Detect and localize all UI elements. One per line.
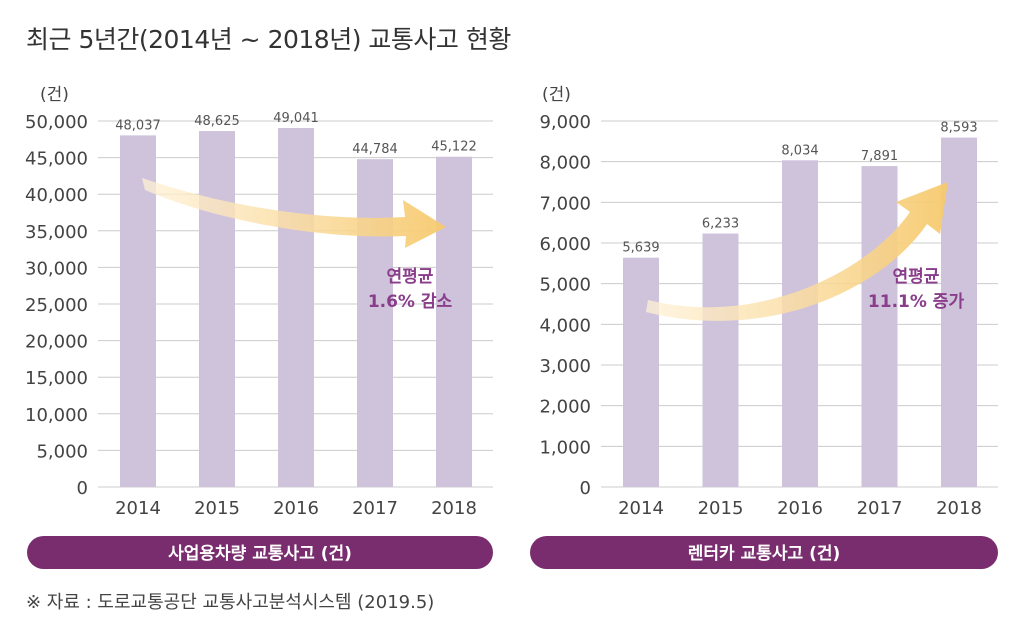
bar [278, 128, 314, 487]
y-tick-label: 45,000 [25, 149, 88, 170]
y-tick-label: 10,000 [25, 405, 88, 426]
y-tick-label: 6,000 [539, 234, 591, 255]
y-tick-label: 4,000 [539, 315, 591, 336]
x-tick-label: 2017 [857, 498, 903, 519]
y-tick-label: 3,000 [539, 356, 591, 377]
y-tick-label: 0 [77, 478, 88, 499]
chart-banner-label: 렌터카 교통사고 (건) [688, 544, 841, 564]
data-label: 7,891 [861, 149, 898, 164]
chart-rental-car-accidents: (건) 0 1,000 2,000 3,000 4,000 5,000 6,000 7,000 8… [530, 85, 998, 569]
bar [861, 166, 898, 487]
y-tick-label: 30,000 [25, 258, 88, 279]
x-tick-label: 2018 [431, 498, 477, 519]
y-tick-label: 9,000 [539, 112, 591, 133]
data-label: 48,625 [194, 114, 240, 129]
bar [120, 135, 156, 488]
bar [357, 159, 393, 487]
data-label: 48,037 [115, 118, 161, 133]
y-tick-label: 7,000 [539, 193, 591, 214]
y-tick-label: 2,000 [539, 397, 591, 418]
bar [436, 156, 472, 487]
y-tick-label: 8,000 [539, 153, 591, 174]
bar [782, 160, 818, 487]
data-label: 6,233 [702, 217, 739, 232]
source-note: ※ 자료 : 도로교통공단 교통사고분석시스템 (2019.5) [26, 592, 435, 613]
chart-banner [530, 536, 998, 569]
y-tick-label: 20,000 [25, 332, 88, 353]
y-tick-label: 40,000 [25, 185, 88, 206]
y-tick-label: 25,000 [25, 295, 88, 316]
x-tick-label: 2016 [777, 498, 823, 519]
bar [199, 131, 235, 487]
data-label: 5,639 [622, 241, 659, 256]
chart-banner [27, 536, 493, 569]
data-label: 8,034 [781, 143, 818, 158]
page-title: 최근 5년간(2014년 ~ 2018년) 교통사고 현황 [26, 25, 511, 54]
y-tick-label: 5,000 [36, 441, 88, 462]
y-tick-label: 35,000 [25, 222, 88, 243]
trend-arrow [142, 178, 446, 248]
trend-annotation: 1.6% 감소 [368, 292, 453, 312]
data-label: 45,122 [431, 140, 477, 155]
y-tick-label: 15,000 [25, 368, 88, 389]
x-tick-label: 2015 [698, 498, 744, 519]
bar [623, 257, 659, 487]
chart-commercial-vehicle-accidents: (건) 0 5,000 10,000 15,000 20,000 25,000 30,000 3… [25, 85, 493, 569]
bar [702, 233, 739, 487]
trend-arrow [646, 182, 948, 321]
x-tick-label: 2018 [936, 498, 982, 519]
unit-label: (건) [40, 85, 69, 105]
data-label: 8,593 [940, 121, 977, 136]
x-tick-label: 2017 [352, 498, 398, 519]
y-tick-label: 50,000 [25, 112, 88, 133]
unit-label: (건) [542, 85, 571, 105]
x-tick-label: 2014 [115, 498, 161, 519]
data-label: 49,041 [273, 111, 319, 126]
x-tick-label: 2014 [618, 498, 664, 519]
y-tick-label: 5,000 [539, 275, 591, 296]
x-tick-label: 2016 [273, 498, 319, 519]
trend-annotation: 11.1% 증가 [868, 292, 965, 312]
bar [941, 137, 977, 487]
x-tick-label: 2015 [194, 498, 240, 519]
trend-annotation: 연평균 [893, 267, 940, 287]
data-label: 44,784 [352, 142, 398, 157]
trend-annotation: 연평균 [387, 267, 434, 287]
y-tick-label: 0 [580, 478, 591, 499]
chart-banner-label: 사업용차량 교통사고 (건) [168, 544, 352, 564]
y-tick-label: 1,000 [539, 437, 591, 458]
